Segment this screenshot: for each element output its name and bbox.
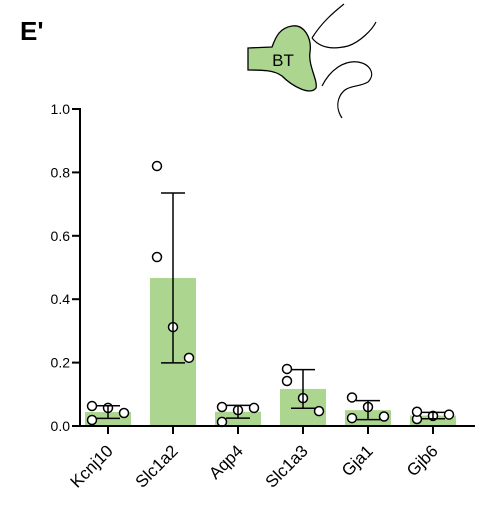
data-point	[346, 412, 358, 424]
data-point	[281, 375, 293, 387]
error-bar	[226, 404, 250, 419]
error-bar	[291, 368, 315, 409]
data-point	[411, 406, 423, 417]
data-point	[281, 363, 293, 375]
data-point	[183, 352, 195, 364]
x-tick-label: Slc1a3	[262, 441, 312, 491]
y-tick-label: 0.2	[51, 355, 71, 371]
y-tick-label: 0.6	[51, 228, 71, 244]
x-tick-label: Kcnj10	[67, 441, 117, 491]
y-tick-label: 0.4	[51, 291, 71, 307]
y-tick-label: 0.0	[51, 418, 71, 434]
y-tick-label: 1.0	[51, 101, 71, 117]
data-point	[313, 405, 325, 417]
x-tick-label: Gjb6	[403, 441, 442, 480]
icon: BT	[247, 3, 377, 119]
y-tick-label: 0.8	[51, 164, 71, 180]
data-point	[248, 402, 260, 414]
x-tick-label: Aqp4	[205, 441, 247, 483]
x-tick-label: Slc1a2	[132, 441, 182, 491]
error-bar	[356, 399, 380, 421]
error-bar	[421, 411, 445, 420]
data-point	[86, 414, 98, 426]
icon-label: BT	[272, 51, 294, 70]
data-point	[346, 392, 358, 403]
data-point	[216, 401, 228, 413]
data-point	[378, 411, 390, 422]
panel-label: E'	[20, 16, 44, 46]
data-point	[151, 251, 163, 263]
data-point	[151, 160, 163, 172]
data-point	[118, 407, 130, 419]
error-bar	[161, 192, 185, 364]
data-point	[86, 400, 98, 412]
data-point	[443, 409, 455, 420]
x-tick-label: Gja1	[338, 441, 377, 480]
error-bar	[96, 404, 120, 420]
